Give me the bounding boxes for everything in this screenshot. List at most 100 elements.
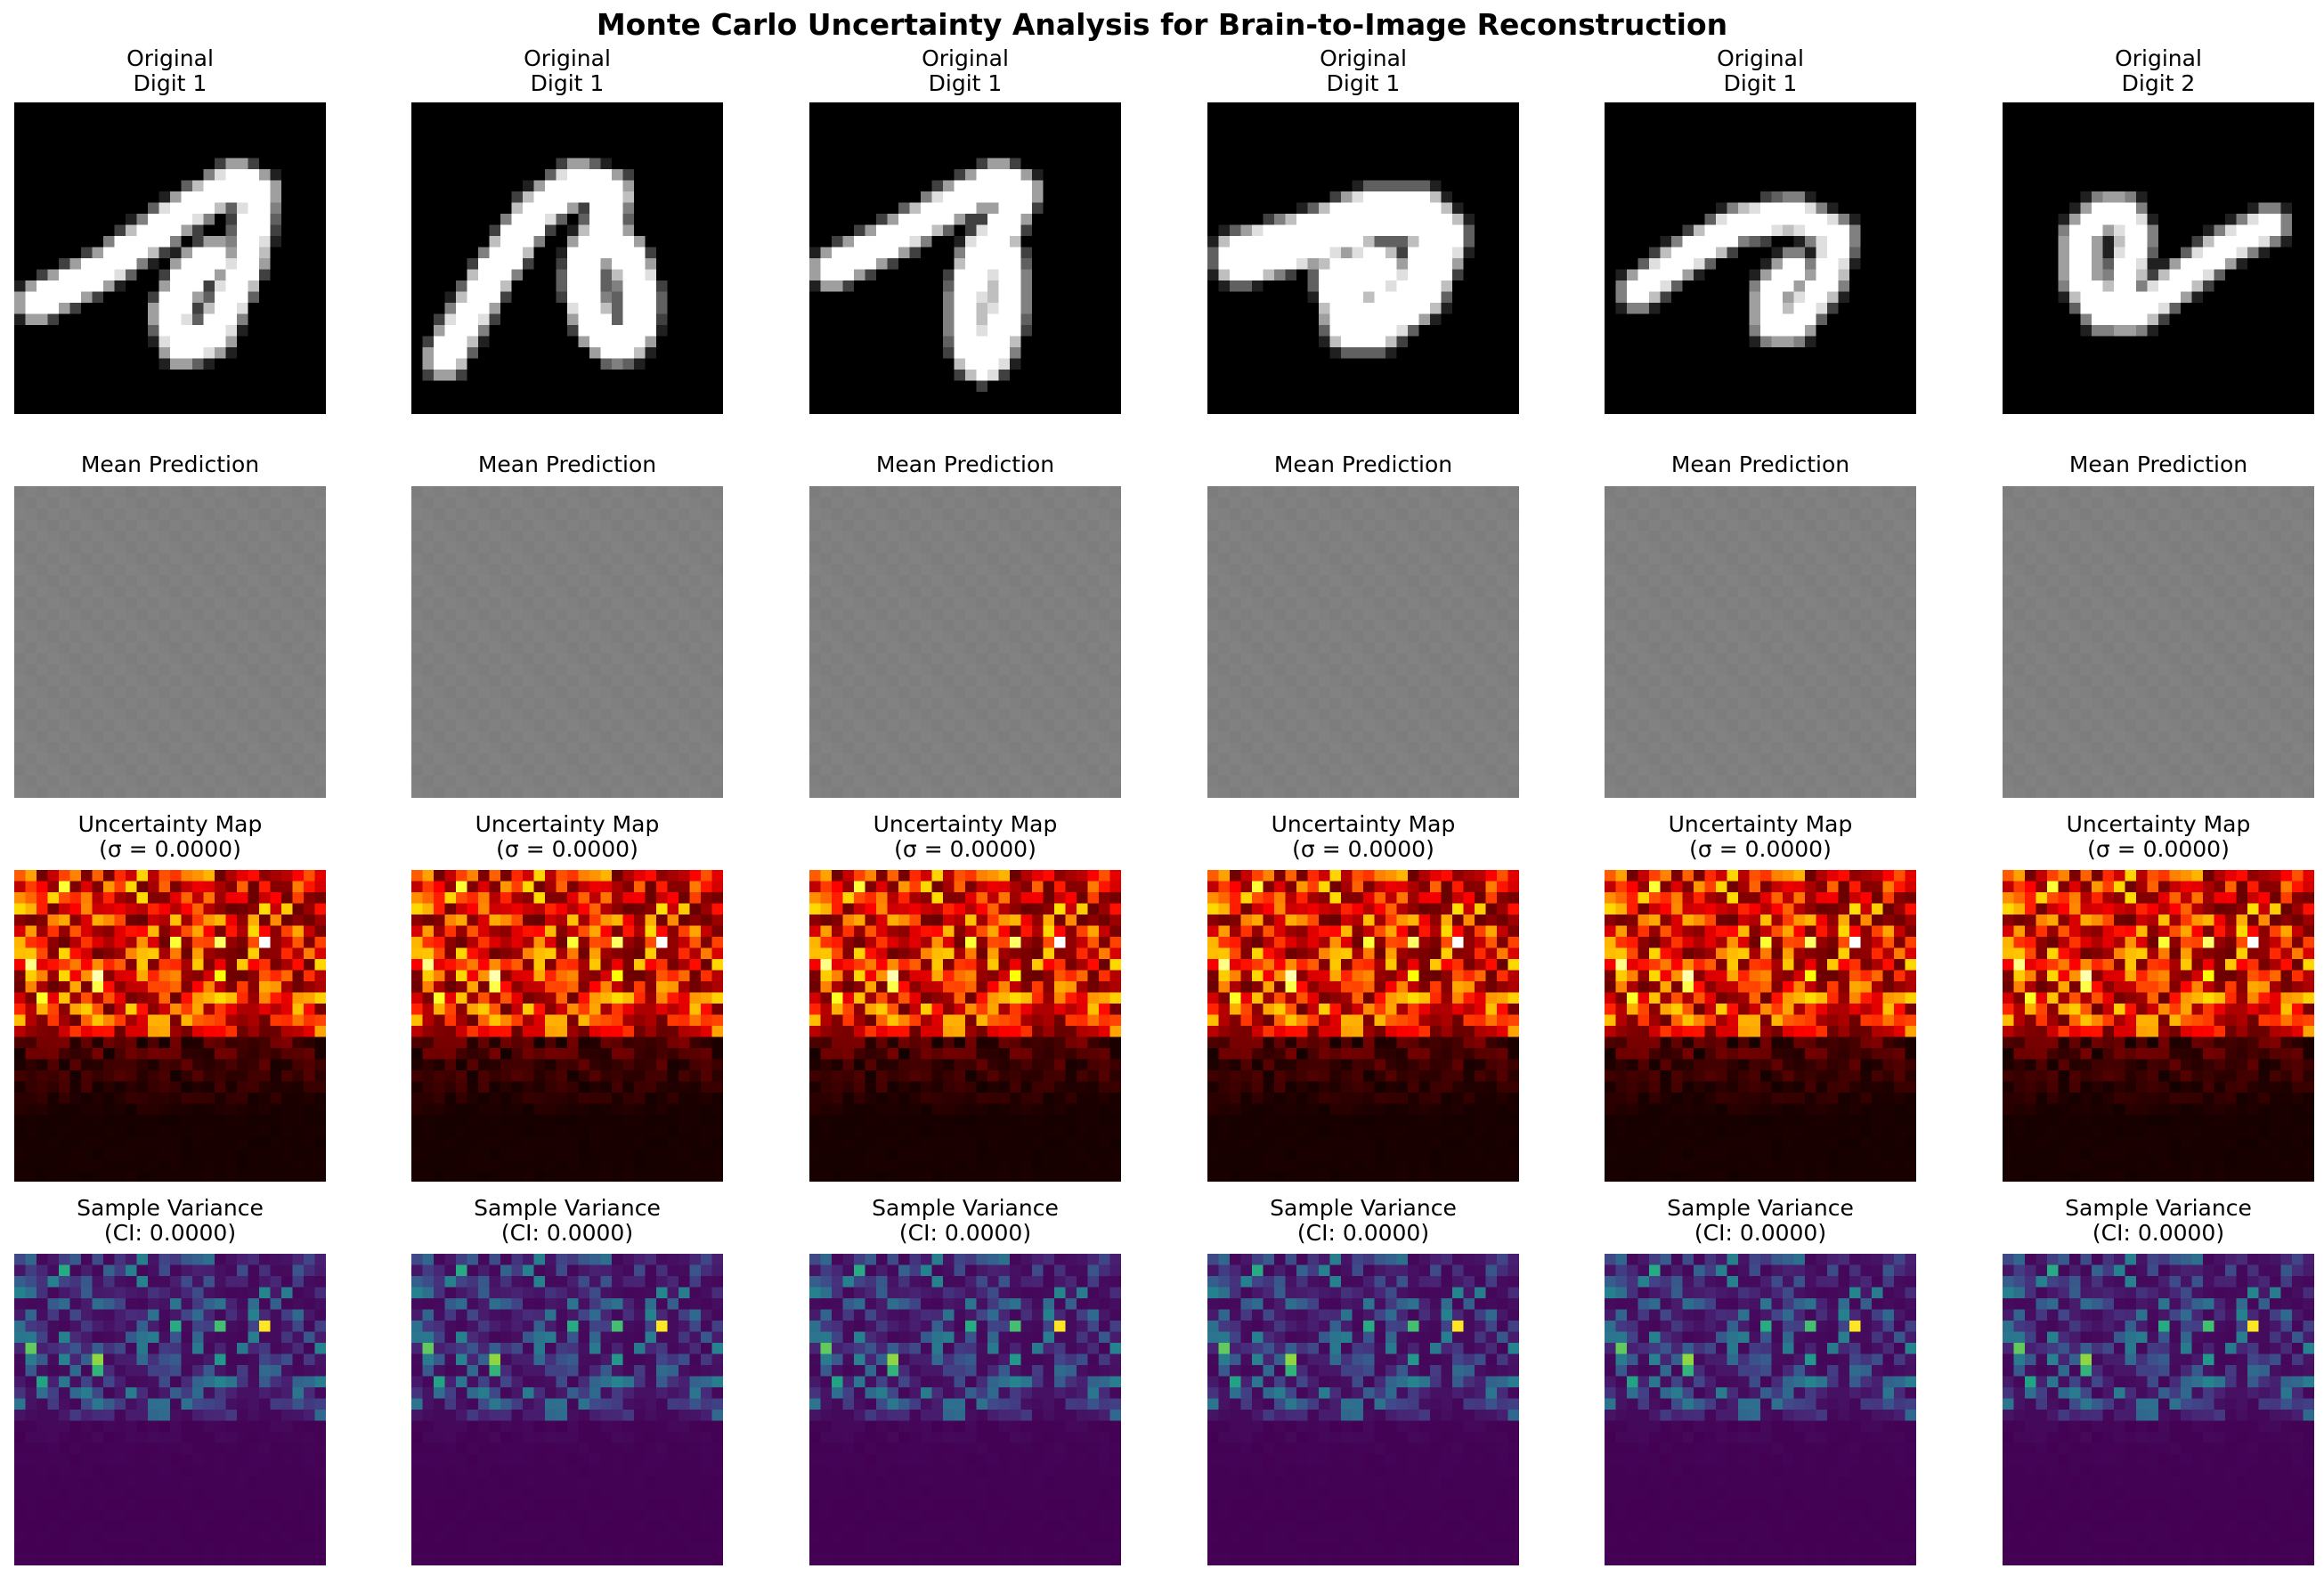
heatmap-cell <box>1783 347 1795 360</box>
heatmap-cell <box>148 214 160 226</box>
heatmap-cell <box>2258 147 2271 159</box>
heatmap-cell <box>1671 191 1684 204</box>
heatmap-cell <box>304 541 316 554</box>
heatmap-cell <box>1352 102 1364 115</box>
heatmap-cell <box>192 224 205 237</box>
heatmap-cell <box>126 553 138 565</box>
heatmap-cell <box>1704 214 1717 226</box>
heatmap-cell <box>1441 325 1453 337</box>
heatmap-cell <box>1793 358 1806 370</box>
heatmap-cell <box>170 370 183 382</box>
heatmap-cell <box>259 247 272 259</box>
heatmap-cell <box>2102 202 2115 215</box>
heatmap-cell <box>259 224 272 237</box>
heatmap-cell <box>854 224 866 237</box>
heatmap-cell <box>2303 125 2314 137</box>
heatmap-cell <box>578 291 590 304</box>
heatmap-cell <box>523 236 535 248</box>
heatmap-cell <box>1065 191 1077 204</box>
heatmap-cell <box>567 224 580 237</box>
heatmap-cell <box>281 325 294 337</box>
heatmap-cell <box>25 508 37 521</box>
heatmap-cell <box>158 303 171 315</box>
heatmap-cell <box>1274 280 1287 293</box>
heatmap-cell <box>114 169 126 182</box>
heatmap-cell <box>170 380 183 393</box>
heatmap-cell <box>181 158 193 170</box>
heatmap-cell <box>2280 313 2293 326</box>
heatmap-cell <box>943 158 955 170</box>
heatmap-cell <box>1452 202 1465 215</box>
heatmap-cell <box>2203 280 2215 293</box>
heatmap-cell <box>1682 325 1694 337</box>
heatmap-cell <box>1749 392 1761 404</box>
heatmap-cell <box>92 541 104 554</box>
heatmap-cell <box>2136 113 2149 126</box>
heatmap-cell <box>1694 236 1706 248</box>
heatmap-cell <box>2092 224 2104 237</box>
heatmap-cell <box>533 325 546 337</box>
heatmap-cell <box>170 553 183 565</box>
heatmap-cell <box>314 191 326 204</box>
heatmap-cell <box>1660 214 1672 226</box>
heatmap-cell <box>976 291 988 304</box>
heatmap-cell <box>225 125 238 137</box>
heatmap-cell <box>2303 247 2314 259</box>
heatmap-cell <box>103 586 116 598</box>
heatmap-cell <box>965 402 978 414</box>
heatmap-cell <box>976 347 988 360</box>
heatmap-cell <box>954 370 966 382</box>
heatmap-cell <box>1497 280 1509 293</box>
heatmap-cell <box>679 336 691 348</box>
heatmap-cell <box>47 147 60 159</box>
heatmap-cell <box>1894 280 1906 293</box>
heatmap-cell <box>1694 147 1706 159</box>
heatmap-cell <box>2125 402 2137 414</box>
heatmap-cell <box>237 247 249 259</box>
heatmap-cell <box>523 291 535 304</box>
heatmap-cell <box>1385 358 1398 370</box>
heatmap-cell <box>69 303 82 315</box>
heatmap-cell <box>292 486 305 499</box>
heatmap-cell <box>2047 247 2060 259</box>
heatmap-cell <box>832 169 844 182</box>
heatmap-cell <box>103 224 116 237</box>
heatmap-cell <box>1749 291 1761 304</box>
heatmap-cell <box>1430 336 1442 348</box>
heatmap-cell <box>1020 392 1033 404</box>
heatmap-cell <box>215 553 227 565</box>
heatmap-cell <box>2214 370 2226 382</box>
heatmap-cell <box>136 224 149 237</box>
heatmap-cell <box>126 586 138 598</box>
heatmap-cell <box>1329 336 1342 348</box>
heatmap-cell <box>237 325 249 337</box>
heatmap-cell <box>1827 214 1840 226</box>
heatmap-cell <box>2147 214 2159 226</box>
heatmap-cell <box>954 380 966 393</box>
heatmap-cell <box>511 269 524 281</box>
heatmap-cell <box>47 303 60 315</box>
heatmap-cell <box>1872 102 1884 115</box>
heatmap-cell <box>237 497 249 509</box>
heatmap-cell <box>1615 247 1628 259</box>
heatmap-cell <box>237 113 249 126</box>
heatmap-cell <box>489 180 501 192</box>
heatmap-cell <box>998 202 1011 215</box>
heatmap-cell <box>943 102 955 115</box>
heatmap-cell <box>711 247 723 259</box>
heatmap-cell <box>1694 224 1706 237</box>
heatmap-cell <box>2114 325 2126 337</box>
heatmap-cell <box>259 102 272 115</box>
heatmap-cell <box>1882 392 1895 404</box>
heatmap-cell <box>478 113 491 126</box>
heatmap-cell <box>1704 224 1717 237</box>
heatmap-cell <box>931 113 944 126</box>
heatmap-cell <box>533 224 546 237</box>
heatmap-cell <box>612 214 624 226</box>
heatmap-cell <box>1805 370 1817 382</box>
heatmap-cell <box>1872 370 1884 382</box>
heatmap-cell <box>1218 214 1231 226</box>
heatmap-cell <box>14 553 27 565</box>
heatmap-cell <box>2258 380 2271 393</box>
heatmap-cell <box>2147 236 2159 248</box>
